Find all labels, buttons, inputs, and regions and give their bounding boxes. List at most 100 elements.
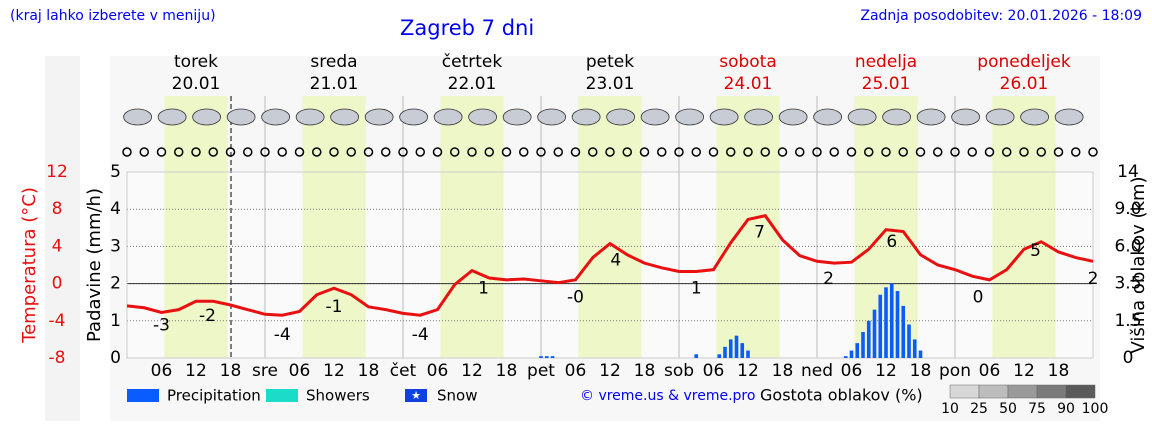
cloud-icon <box>537 108 567 126</box>
precip-bar <box>746 350 750 358</box>
x-tick-label: 06 <box>289 361 311 381</box>
y3-tick-label: 9.0 <box>1114 199 1141 219</box>
day-name: sobota <box>719 52 777 72</box>
x-tick-label: 18 <box>1048 361 1070 381</box>
temperature-line <box>126 214 1094 317</box>
wind-calm <box>1053 147 1064 157</box>
x-tick-label: 12 <box>185 361 207 381</box>
wind-calm <box>225 147 236 157</box>
legend-swatch <box>127 389 159 402</box>
x-tick-label: 12 <box>737 361 759 381</box>
precip-bar <box>866 320 871 358</box>
wind-calm <box>915 147 926 157</box>
y-tick-label: 1 <box>110 311 121 331</box>
cloud-scale-title: Gostota oblakov (%) <box>760 386 923 405</box>
cloud-icon <box>433 108 463 126</box>
wind-calm <box>1088 147 1098 157</box>
wind-calm <box>260 147 270 157</box>
x-tick-label: 06 <box>979 361 1001 381</box>
x-tick-label: 18 <box>496 361 518 381</box>
cloud-icon <box>606 108 636 126</box>
cloud-swatch <box>1036 384 1067 399</box>
daylight-band <box>440 96 504 358</box>
hint[interactable]: (kraj lahko izberete v meniju) <box>10 8 216 24</box>
y3-label: Višina oblakov (km) <box>1128 176 1149 353</box>
wind-calm <box>191 147 201 157</box>
y-tick-label: 0 <box>110 348 121 368</box>
daylight-band <box>302 96 366 358</box>
day-date: 20.01 <box>172 74 221 94</box>
temp-label: -2 <box>199 306 216 326</box>
wind-calm <box>467 147 477 157</box>
cloud-icon <box>571 108 601 126</box>
wind-calm <box>881 147 891 157</box>
temp-label: -4 <box>274 325 291 345</box>
x-tick-label: 18 <box>910 361 932 381</box>
precip-bar <box>723 346 727 358</box>
cloud-icon <box>502 108 532 126</box>
y3-tick-label: 1.5 <box>1114 311 1141 331</box>
wind-calm <box>657 147 667 157</box>
precip-bar <box>544 356 549 358</box>
credit[interactable]: © vreme.us & vreme.pro <box>580 388 755 404</box>
wind-calm <box>984 147 995 157</box>
wind-calm <box>933 147 943 157</box>
wind-calm <box>174 147 184 157</box>
cloud-icon <box>951 108 981 126</box>
precip-bar <box>694 354 699 358</box>
wind-calm <box>588 147 598 157</box>
day-name: torek <box>174 52 218 72</box>
y2-tick-label: 8 <box>52 199 63 219</box>
y-tick-label: 5 <box>110 162 121 182</box>
cloud-swatch <box>1007 384 1038 399</box>
precip-bar <box>878 294 883 358</box>
wind-calm <box>760 147 770 157</box>
legend-label: Showers <box>306 387 370 405</box>
wind-calm <box>1036 147 1046 157</box>
y-tick-label: 3 <box>110 236 121 256</box>
wind-calm <box>363 147 374 157</box>
y2-tick-label: -8 <box>49 348 66 368</box>
x-tick-label: 12 <box>323 361 345 381</box>
wind-calm <box>639 147 650 157</box>
wind-calm <box>898 147 908 157</box>
x-day-label: pet <box>527 361 555 381</box>
wind-calm <box>122 147 132 157</box>
y3-tick-label: 14 <box>1117 162 1139 182</box>
cloud-icon <box>364 108 394 126</box>
cloud-icon <box>192 108 222 126</box>
cloud-icon <box>295 108 325 126</box>
precip-bar <box>740 343 745 358</box>
y3-tick-label: 0 <box>1123 348 1134 368</box>
wind-calm <box>622 147 632 157</box>
cloud-icon <box>882 108 912 126</box>
precip-bar <box>912 339 917 358</box>
legend-label: Precipitation <box>167 387 261 405</box>
day-date: 25.01 <box>862 74 911 94</box>
daylight-band <box>716 96 780 358</box>
y2-tick-label: -4 <box>49 311 66 331</box>
temp-label: 7 <box>754 223 765 243</box>
wind-calm <box>139 147 149 157</box>
wind-calm <box>950 147 960 157</box>
wind-calm <box>277 147 287 157</box>
cloud-icon <box>226 108 256 126</box>
precip-bar <box>717 354 722 358</box>
wind-calm <box>398 147 408 157</box>
wind-calm <box>1071 147 1081 157</box>
precip-bar <box>918 350 923 358</box>
precip-bar <box>728 339 733 358</box>
wind-calm <box>432 147 443 157</box>
y-tick-label: 4 <box>110 199 121 219</box>
cloud-icon <box>744 108 774 126</box>
precip-bar <box>901 305 906 358</box>
x-tick-label: 06 <box>703 361 725 381</box>
x-tick-label: 18 <box>220 361 242 381</box>
y2-tick-label: 12 <box>46 162 68 182</box>
wind-calm <box>967 147 977 157</box>
cloud-swatch <box>978 384 1009 399</box>
cloud-icon <box>468 108 498 126</box>
precip-bar <box>843 356 848 358</box>
wind-calm <box>1002 147 1012 157</box>
cloud-icon <box>157 108 187 126</box>
